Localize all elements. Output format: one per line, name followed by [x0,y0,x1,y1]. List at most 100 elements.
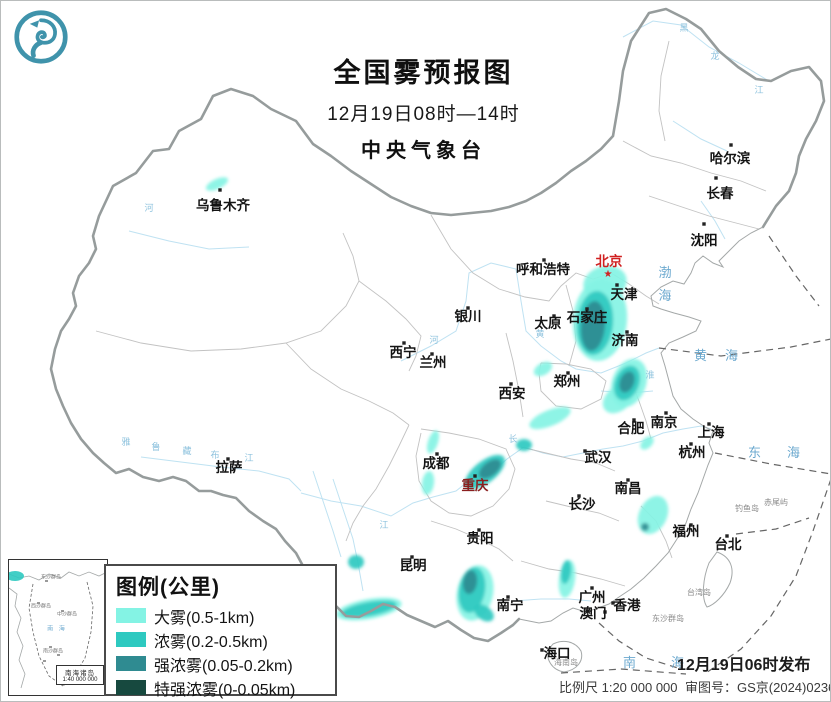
river-label: 鲁 [151,441,160,452]
fog-area-level-2 [474,604,494,622]
south-china-sea-inset: 东沙群岛 西沙群岛 中沙群岛 南沙群岛 南 海 南海诸岛 1:40 000 000 [6,559,108,696]
fog-area-level-3 [619,371,635,393]
city-label: 拉萨 [216,459,243,475]
legend-item: 浓雾(0.2-0.5km) [116,630,325,651]
river-label: 河 [429,334,438,345]
river-label: 江 [379,520,388,530]
city-dot [590,586,594,590]
city-dot [477,528,481,532]
river-label: 江 [754,85,763,95]
city-dot [540,648,544,652]
inset-island-label: 西沙群岛 [30,603,52,610]
legend-swatch [116,608,146,623]
city-label: 哈尔滨 [710,150,751,166]
city-label: 重庆 [462,477,489,493]
inset-island-label: 南沙群岛 [42,648,64,655]
city-dot [577,494,581,498]
island-label: 东沙群岛 [652,613,684,623]
legend-box: 图例(公里) 大雾(0.5-1km) 浓雾(0.2-0.5km) 强浓雾(0.05-… [104,564,337,699]
city-dot [625,330,629,334]
city-label: 沈阳 [691,232,718,248]
city-label: 呼和浩特 [516,261,570,277]
island-label: 台湾岛 [687,587,711,597]
city-dot [725,534,729,538]
city-label: 台北 [715,536,743,552]
inset-name: 南海诸岛 [65,670,95,677]
city-dot [689,523,693,527]
legend-label: 特强浓雾(0-0.05km) [154,681,296,699]
cma-dragon-logo-icon [14,10,68,64]
legend-item: 特强浓雾(0-0.05km) [116,678,325,699]
map-scale: 比例尺 1:20 000 000 [559,680,678,695]
city-label: 长春 [707,185,735,201]
legend-label: 浓雾(0.2-0.5km) [154,633,268,651]
inset-island-label: 中沙群岛 [56,611,78,618]
city-dot [566,371,570,375]
fog-area-level-2 [348,555,364,569]
city-dot [689,442,693,446]
city-dot [430,352,434,356]
city-label: 贵阳 [467,530,494,546]
city-dot [664,411,668,415]
hainan-island [547,640,583,673]
city-label: 武汉 [585,449,613,465]
river-label: 河 [144,202,153,213]
legend-swatch [116,680,146,695]
city-label: 西宁 [390,344,417,360]
legend-item: 强浓雾(0.05-0.2km) [116,654,325,675]
fog-area-level-1 [533,361,553,377]
fog-area-level-1 [637,495,669,535]
legend-swatch [116,632,146,647]
city-dot [473,474,477,478]
publish-time: 12月19日06时发布 [677,657,811,674]
fog-area-level-2 [516,439,532,451]
city-dot [702,222,706,226]
city-label: 兰州 [420,354,447,370]
city-label: 昆明 [400,558,427,573]
city-dot [626,478,630,482]
inset-island-label: 南 海 [47,626,67,633]
sea-label: 南海 [623,655,719,670]
city-label: 天津 [611,286,639,302]
river-label: 布 [210,449,219,460]
city-label: 南宁 [497,597,524,613]
rivers-layer [128,20,770,602]
coastline [518,226,764,673]
river-label: 淮 [645,370,654,380]
city-dot [506,595,510,599]
city-label: 香港 [613,597,642,613]
city-dot [583,449,587,453]
city-label: 海口 [544,645,571,661]
city-label: 济南 [612,332,639,348]
fog-area-level-1 [640,436,654,450]
city-label: 乌鲁木齐 [196,197,250,213]
city-label: 北京 [596,253,623,269]
fog-area-level-3 [641,523,649,531]
city-label: 郑州 [554,373,581,389]
river-label: 黄 [535,328,544,339]
taiwan-island [702,551,733,608]
city-label: 杭州 [679,444,706,460]
city-label: 合肥 [618,420,646,436]
island-label: 钓鱼岛 [735,503,759,513]
city-dot [714,176,718,180]
province-boundaries [95,40,767,587]
sea-label: 黄海 [694,348,756,363]
city-dot [466,306,470,310]
city-label: 银川 [455,308,482,324]
legend-label: 大雾(0.5-1km) [154,609,255,627]
city-dot [542,258,546,262]
inset-scale: 1:40 000 000 [62,677,98,683]
sea-label: 海 [658,288,671,303]
inset-scale-box: 南海诸岛 1:40 000 000 [56,665,104,685]
national-border [49,7,826,643]
city-dot [632,418,636,422]
city-label: 西安 [499,385,526,401]
approval-number: 审图号：GS京(2024)0236号 [685,680,830,695]
legend-item: 大雾(0.5-1km) [116,606,325,627]
legend-swatch [116,656,146,671]
maritime-dashed-lines [560,235,830,675]
river-label: 藏 [182,445,191,456]
